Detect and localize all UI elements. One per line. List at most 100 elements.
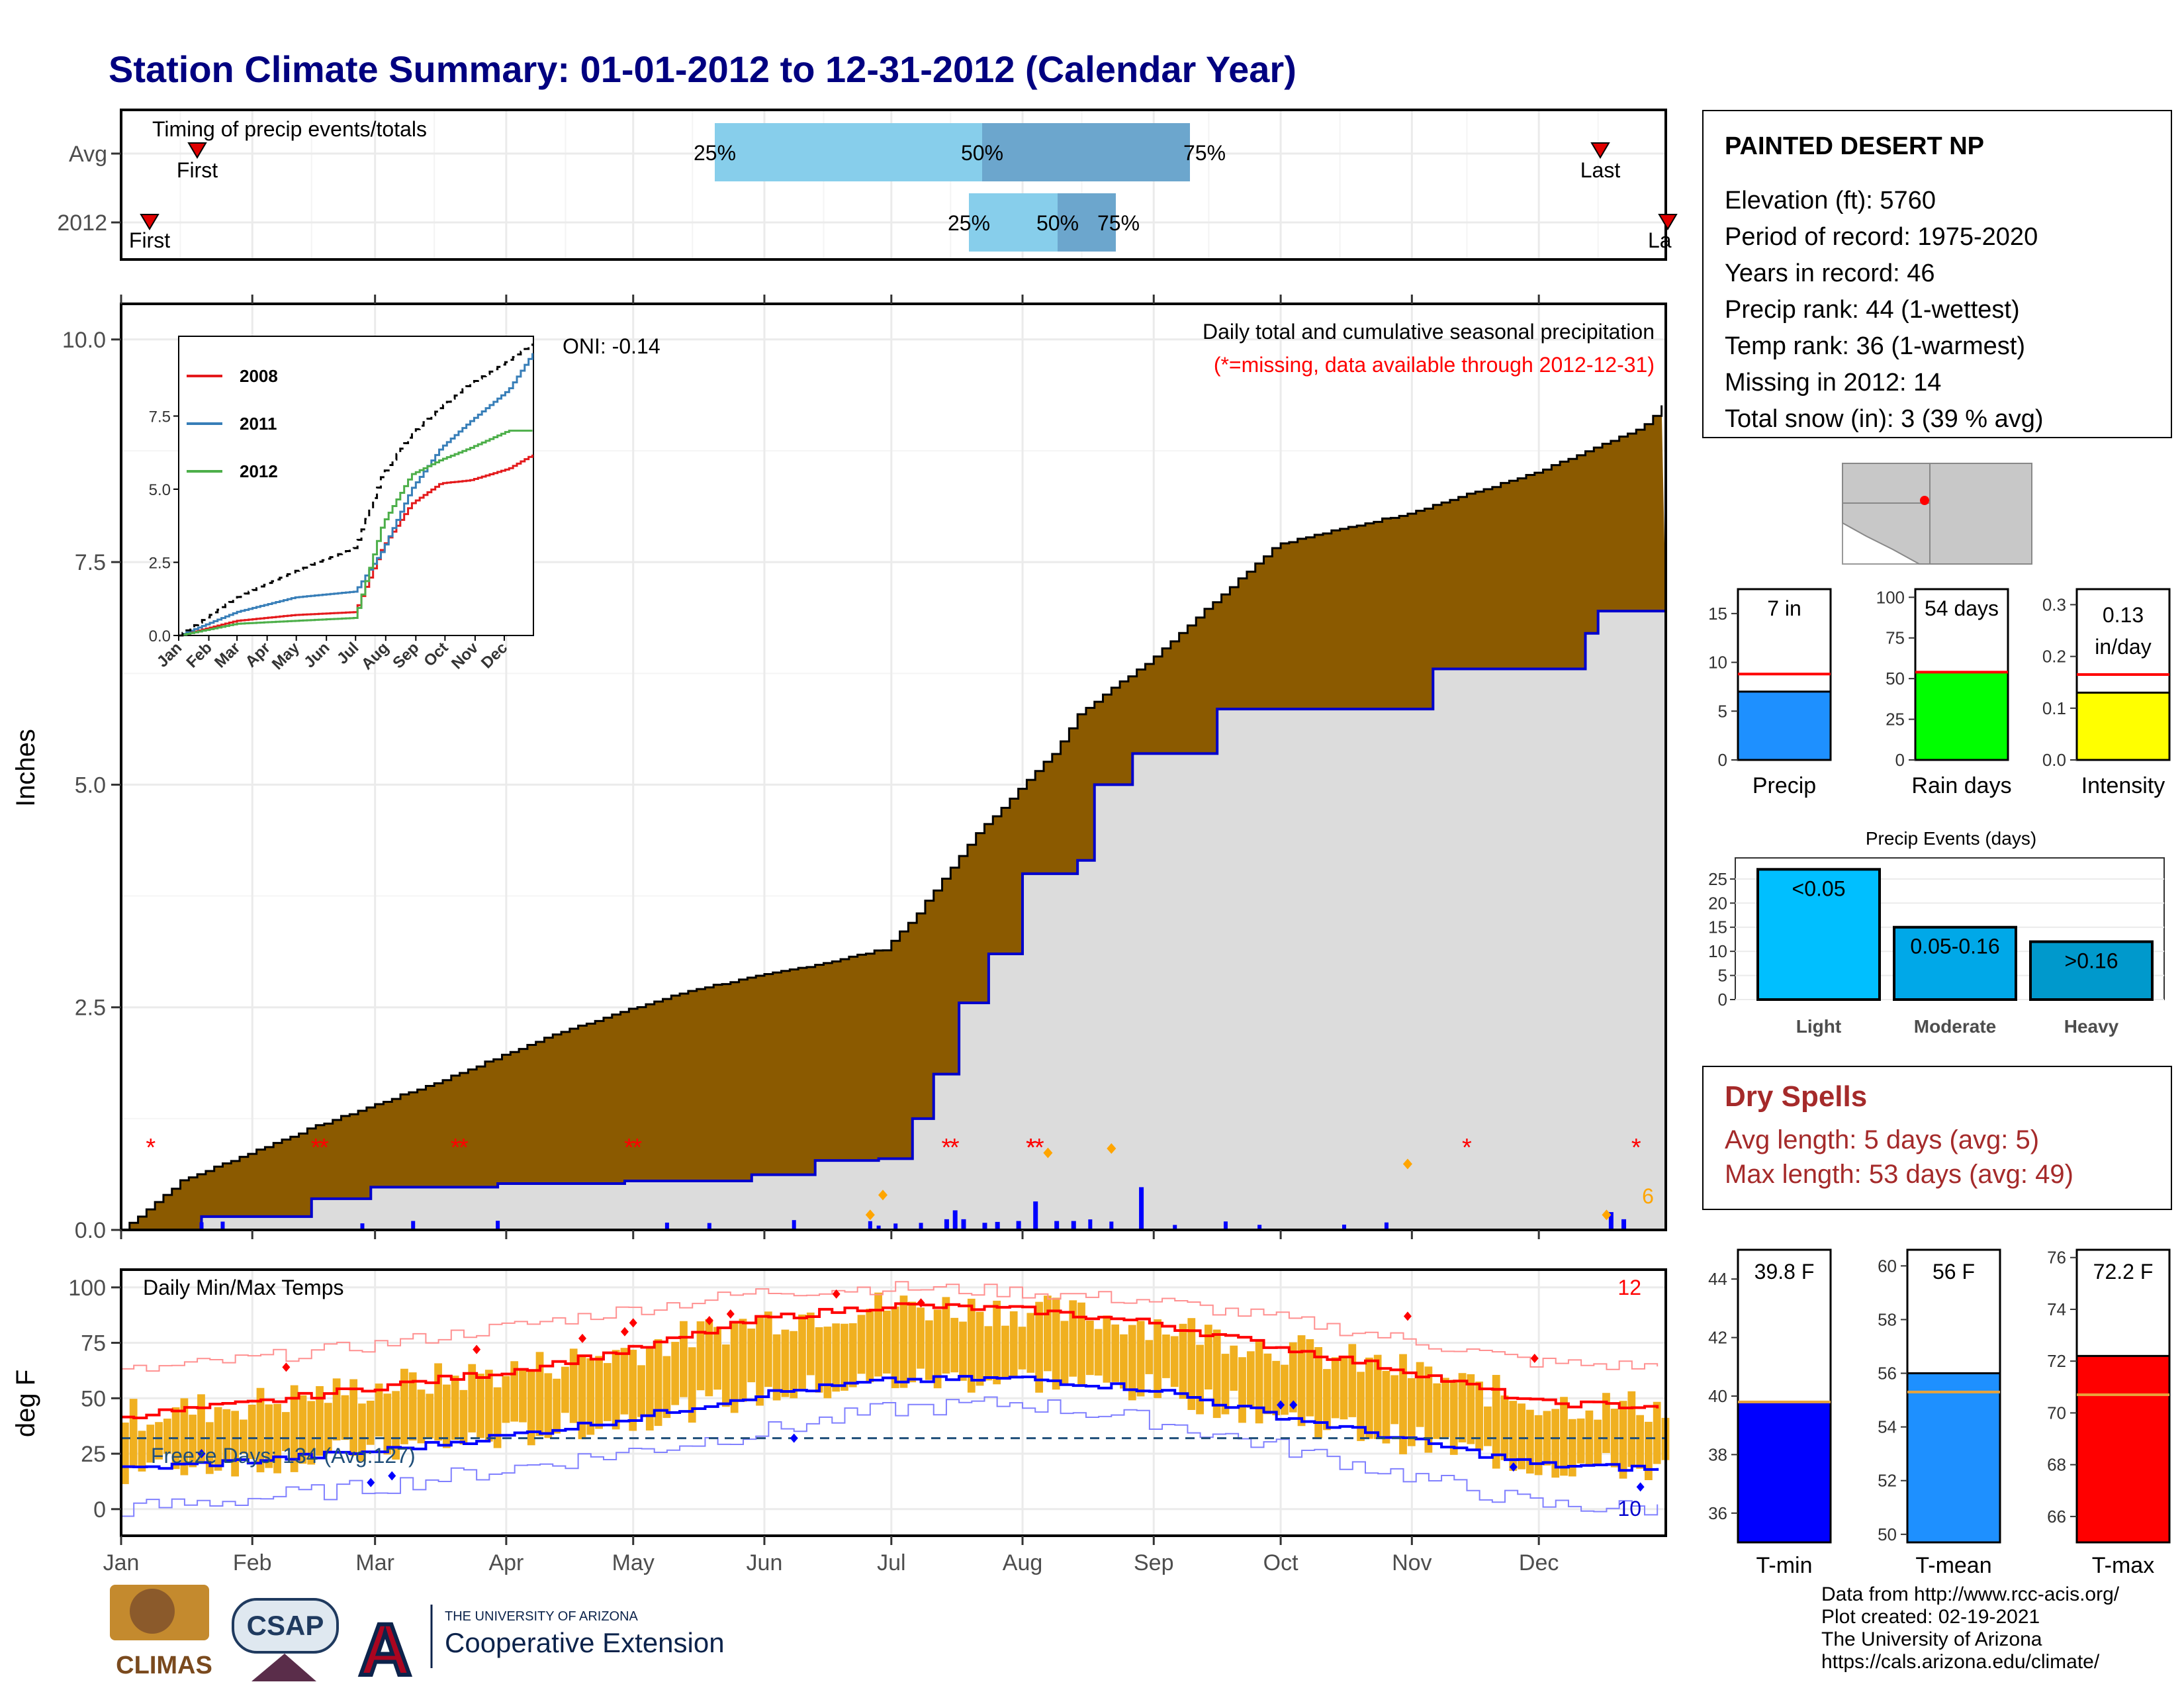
timing-avg-bar-25-50: [715, 123, 982, 181]
record-low-marker: [388, 1471, 396, 1481]
precip-ytick-label: 7.5: [75, 550, 106, 575]
record-low-marker: [1289, 1400, 1298, 1410]
daily-temp-bar: [1340, 1356, 1348, 1420]
daily-temp-bar: [1314, 1346, 1323, 1438]
pct-label: 50%: [1036, 211, 1079, 235]
events-bar: [1893, 925, 2017, 1001]
record-low-marker: [790, 1433, 798, 1443]
daily-temp-bar: [942, 1297, 950, 1374]
climas-logo-text: CLIMAS: [116, 1652, 212, 1679]
daily-temp-bar: [1179, 1323, 1187, 1399]
credit-line: Data from http://www.rcc-acis.org/: [1821, 1583, 2120, 1605]
daily-precip-bar: [995, 1221, 1000, 1230]
daily-precip-bar: [982, 1223, 987, 1230]
precip-events-panel: Precip Events (days) 0 5 10 15 20 25 <0.05 Light…: [1708, 828, 2165, 1037]
temp-bar: [1737, 1401, 1832, 1544]
freeze-days-label: Freeze Days: 134 (Avg:127): [151, 1444, 416, 1468]
missing-day-marker: *: [459, 1134, 469, 1162]
daily-precip-bar: [220, 1221, 225, 1230]
missing-day-marker: *: [1462, 1134, 1472, 1162]
station-elevation: Elevation (ft): 5760: [1725, 187, 1936, 214]
daily-temp-bar: [1653, 1401, 1661, 1464]
daily-temp-bar: [1094, 1329, 1103, 1376]
month-label: Dec: [1519, 1550, 1559, 1575]
daily-temp-bar: [1306, 1339, 1314, 1417]
daily-temp-bar: [1077, 1302, 1085, 1386]
events-ytick-label: 10: [1708, 941, 1727, 961]
precip-chart-subtitle: (*=missing, data available through 2012-…: [1214, 353, 1655, 377]
daily-temp-bar: [629, 1350, 637, 1431]
credit-line: https://cals.arizona.edu/climate/: [1821, 1651, 2100, 1673]
temp-bar-ytick-label: 54: [1878, 1417, 1897, 1437]
snow-marker: [1043, 1147, 1053, 1158]
daily-temp-bar: [1230, 1345, 1238, 1391]
dry-spells-max: Max length: 53 days (avg: 49): [1725, 1160, 2073, 1189]
daily-precip-bar: [1109, 1221, 1114, 1230]
temp-bar-xlabel: T-max: [2092, 1553, 2154, 1578]
daily-temp-bar: [366, 1401, 375, 1445]
daily-temp-bar: [1509, 1401, 1518, 1471]
events-bar: [1756, 868, 1881, 1002]
precip-panel: * * * * * * * ** * * * **0.02.55.07.510.0InchesDail…: [11, 295, 1667, 1243]
first-2012-label: First: [129, 228, 170, 252]
inset-ytick-label: 5.0: [149, 481, 171, 499]
missing-day-marker: *: [319, 1134, 329, 1162]
timing-frame: [120, 109, 1667, 261]
daily-temp-bar: [569, 1348, 578, 1423]
avg-max-line: [121, 1302, 1659, 1419]
daily-precip-bar: [1139, 1187, 1144, 1230]
daily-temp-bar: [1594, 1419, 1602, 1464]
pct-label: 75%: [1183, 141, 1226, 165]
temp-bar: [1906, 1372, 2001, 1544]
daily-temp-bar: [603, 1363, 612, 1421]
daily-temp-bar: [1449, 1380, 1458, 1455]
pct-label: 25%: [948, 211, 990, 235]
daily-temp-bar: [290, 1385, 298, 1472]
daily-temp-bar: [417, 1389, 426, 1444]
daily-temp-bar: [1221, 1354, 1230, 1415]
inset-frame: [178, 336, 534, 636]
temp-ylabel: deg F: [11, 1370, 40, 1437]
daily-temp-bar: [468, 1364, 477, 1432]
station-period: Period of record: 1975-2020: [1725, 223, 2038, 251]
daily-temp-bar: [1323, 1369, 1331, 1430]
temp-bar-ytick-label: 38: [1708, 1444, 1727, 1464]
daily-temp-bar: [1560, 1397, 1568, 1476]
record-high-marker: [726, 1309, 735, 1319]
daily-temp-bar: [375, 1383, 383, 1437]
inset-series-line: [179, 353, 534, 637]
daily-temp-bar: [1255, 1339, 1263, 1424]
daily-temp-bar: [1619, 1401, 1627, 1479]
record-high-count: 12: [1617, 1276, 1641, 1299]
temp-bar-ytick-label: 72: [2047, 1351, 2066, 1371]
logos: CLIMAS CSAP A THE UNIVERSITY OF ARIZONA Coop…: [110, 1585, 725, 1688]
missing-day-marker: *: [942, 1134, 952, 1162]
daily-precip-bar: [707, 1223, 711, 1230]
month-label: Jul: [877, 1550, 905, 1575]
daily-temp-bar: [739, 1319, 747, 1402]
daily-temp-bar: [484, 1370, 493, 1442]
mini-bar-value: 7 in: [1767, 596, 1801, 620]
daily-temp-bar: [671, 1342, 680, 1405]
daily-temp-bar: [747, 1329, 756, 1383]
daily-temp-bar: [883, 1310, 891, 1374]
csap-logo-mountain: [251, 1654, 316, 1681]
mini-bar-xlabel: Precip: [1752, 773, 1816, 798]
mini-bar-unit: in/day: [2095, 635, 2151, 659]
daily-temp-bar: [857, 1315, 866, 1374]
daily-temp-bar: [332, 1378, 341, 1440]
daily-temp-bar: [1458, 1373, 1467, 1442]
temp-bar-xlabel: T-min: [1756, 1553, 1813, 1578]
daily-temp-bar: [1128, 1325, 1136, 1401]
daily-temp-bar: [1069, 1300, 1077, 1377]
temp-bar-value: 72.2 F: [2093, 1260, 2154, 1284]
snow-marker: [1602, 1209, 1612, 1221]
daily-temp-bar: [933, 1309, 942, 1389]
daily-temp-bar: [341, 1395, 349, 1440]
daily-temp-bar: [527, 1369, 535, 1446]
daily-temp-bar: [976, 1311, 984, 1386]
daily-precip-bar: [1016, 1221, 1021, 1230]
events-bar-label: >0.16: [2065, 949, 2118, 973]
mini-ytick-label: 0: [1718, 750, 1727, 770]
